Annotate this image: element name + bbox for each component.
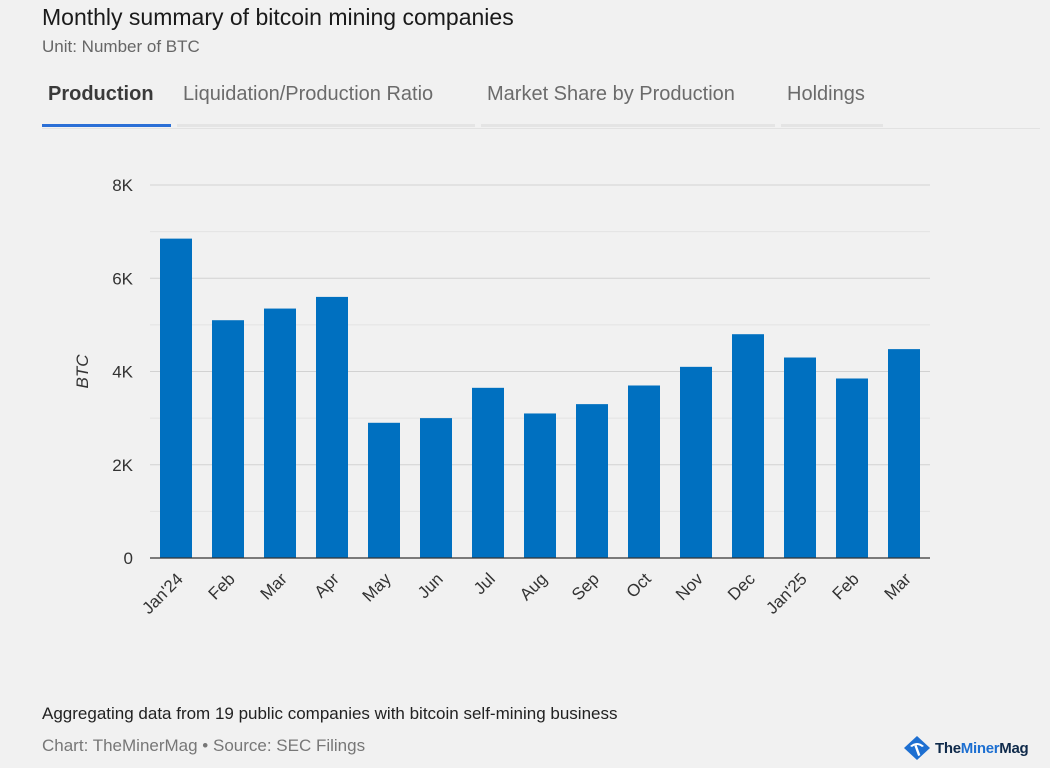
x-tick-label: Jul [470,569,499,598]
tab-bar-divider [42,128,1040,129]
bar [836,378,868,558]
y-tick-label: 4K [112,363,133,382]
y-axis-label: BTC [73,354,92,389]
chart-title: Monthly summary of bitcoin mining compan… [42,4,514,30]
bar [160,238,192,558]
pickaxe-logo-icon [904,736,930,760]
tab-liquidation-production-ratio[interactable]: Liquidation/Production Ratio [177,78,475,128]
tab-holdings-underline [781,124,883,127]
x-tick-label: Aug [516,569,551,604]
chart-subtitle: Unit: Number of BTC [42,37,200,56]
tab-holdings-label: Holdings [787,83,865,105]
y-tick-label: 8K [112,176,133,195]
tab-holdings[interactable]: Holdings [781,78,883,128]
x-tick-label: Jan'25 [762,569,810,617]
x-tick-label: Mar [881,569,915,603]
bars [160,238,920,558]
tab-market-share-label: Market Share by Production [487,83,735,105]
tab-market-share[interactable]: Market Share by Production [481,78,775,128]
bar [888,349,920,558]
tab-liquidation-underline [177,124,475,127]
x-tick-label: Sep [568,569,603,604]
y-tick-label: 0 [124,549,133,568]
brand-name-miner: Miner [960,739,1000,757]
tab-production[interactable]: Production [42,78,171,128]
bar-chart: 0 2K 4K 6K 8K Jan'24 Feb Mar Apr May Jun Jul Aug Sep O… [73,176,930,618]
x-tick-label: Oct [623,569,655,601]
y-tick-label: 2K [112,456,133,475]
tab-liquidation-label: Liquidation/Production Ratio [183,83,434,105]
bar [524,413,556,558]
tab-production-underline [42,124,171,127]
bar [680,366,712,558]
tab-market-share-underline [481,124,775,127]
source-credit: Chart: TheMinerMag • Source: SEC Filings [42,736,366,755]
bar [264,308,296,558]
bar [368,422,400,558]
tab-production-label: Production [48,83,154,105]
brand-logo: TheMinerMag [903,735,1029,761]
bar [212,320,244,558]
bar [472,387,504,558]
bar [732,334,764,558]
bar [576,404,608,558]
brand-name: TheMinerMag [935,739,1029,757]
y-tick-label: 6K [112,269,133,288]
x-tick-label: Nov [672,569,707,604]
x-tick-label: May [359,569,395,605]
brand-name-mag: Mag [999,739,1029,757]
brand-name-the: The [935,739,961,757]
x-tick-label: Jun [414,569,447,602]
x-tick-label: Dec [724,569,759,604]
bar [628,385,660,558]
bar [784,357,816,558]
x-tick-label: Mar [257,569,291,603]
x-tick-label: Feb [829,569,863,603]
tab-bar: Production Liquidation/Production Ratio … [42,78,1040,130]
bar [316,296,348,558]
x-tick-label: Jan'24 [138,569,186,617]
footnote: Aggregating data from 19 public companie… [42,704,618,723]
x-tick-label: Feb [205,569,239,603]
x-tick-label: Apr [311,569,343,601]
bar [420,418,452,558]
